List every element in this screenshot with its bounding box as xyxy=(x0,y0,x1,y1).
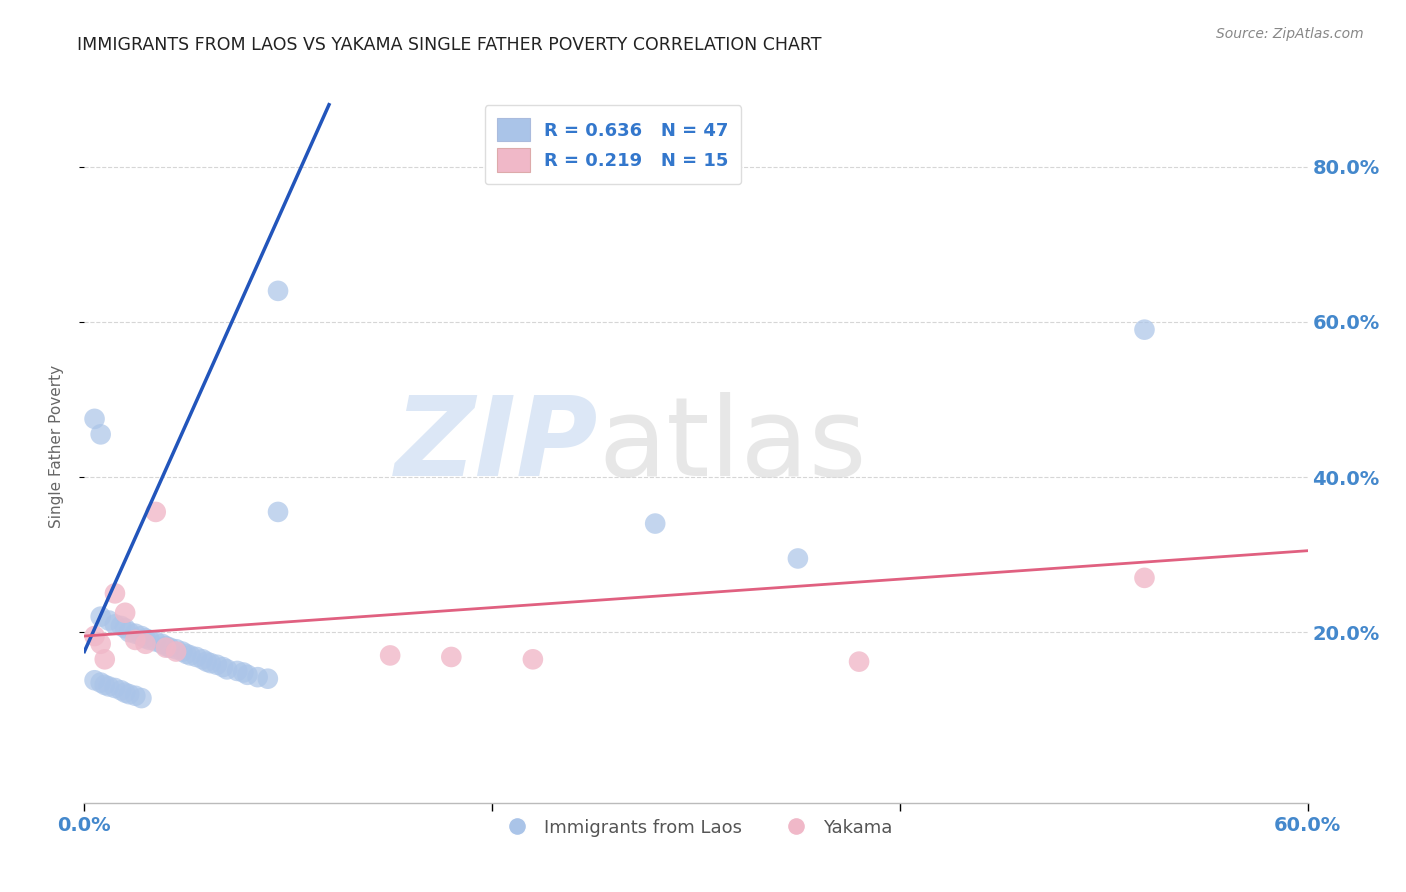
Point xyxy=(165,644,187,658)
Point xyxy=(104,681,127,695)
Point xyxy=(179,648,201,663)
Point xyxy=(114,686,136,700)
Point xyxy=(90,609,112,624)
Point xyxy=(110,619,132,633)
Point xyxy=(267,284,290,298)
Point xyxy=(172,644,194,658)
Text: IMMIGRANTS FROM LAOS VS YAKAMA SINGLE FATHER POVERTY CORRELATION CHART: IMMIGRANTS FROM LAOS VS YAKAMA SINGLE FA… xyxy=(77,36,823,54)
Legend: Immigrants from Laos, Yakama: Immigrants from Laos, Yakama xyxy=(492,812,900,844)
Text: ZIP: ZIP xyxy=(395,392,598,500)
Point xyxy=(118,625,141,640)
Point xyxy=(104,586,127,600)
Point xyxy=(165,642,187,657)
Point xyxy=(246,670,269,684)
Point xyxy=(155,639,177,653)
Point xyxy=(191,652,214,666)
Point xyxy=(848,655,870,669)
Point xyxy=(440,650,463,665)
Point xyxy=(135,637,157,651)
Point xyxy=(380,648,402,663)
Point xyxy=(267,505,290,519)
Point xyxy=(174,647,197,661)
Point xyxy=(150,637,173,651)
Point xyxy=(200,656,222,670)
Point xyxy=(93,652,115,666)
Point xyxy=(90,675,112,690)
Point xyxy=(135,632,157,646)
Point xyxy=(522,652,544,666)
Point xyxy=(83,412,105,426)
Point xyxy=(217,662,239,676)
Point xyxy=(114,606,136,620)
Point xyxy=(155,640,177,655)
Point xyxy=(236,668,259,682)
Point xyxy=(93,678,115,692)
Point xyxy=(205,657,228,672)
Point xyxy=(212,660,235,674)
Y-axis label: Single Father Poverty: Single Father Poverty xyxy=(49,365,63,527)
Point xyxy=(232,665,254,680)
Point xyxy=(186,650,208,665)
Point xyxy=(257,672,280,686)
Point xyxy=(97,680,120,694)
Point xyxy=(124,632,146,647)
Text: Source: ZipAtlas.com: Source: ZipAtlas.com xyxy=(1216,27,1364,41)
Point xyxy=(83,673,105,688)
Point xyxy=(226,664,249,678)
Point xyxy=(787,551,810,566)
Point xyxy=(644,516,666,531)
Point xyxy=(138,632,160,647)
Point xyxy=(124,626,146,640)
Point xyxy=(195,655,218,669)
Point xyxy=(90,427,112,442)
Point xyxy=(83,629,105,643)
Point xyxy=(124,689,146,703)
Point xyxy=(104,617,127,632)
Point xyxy=(118,687,141,701)
Point xyxy=(145,505,167,519)
Point xyxy=(145,634,167,648)
Point xyxy=(110,683,132,698)
Point xyxy=(159,640,181,655)
Point xyxy=(131,691,153,706)
Text: atlas: atlas xyxy=(598,392,866,500)
Point xyxy=(114,621,136,635)
Point xyxy=(90,637,112,651)
Point xyxy=(1133,571,1156,585)
Point xyxy=(131,629,153,643)
Point xyxy=(1133,323,1156,337)
Point xyxy=(97,614,120,628)
